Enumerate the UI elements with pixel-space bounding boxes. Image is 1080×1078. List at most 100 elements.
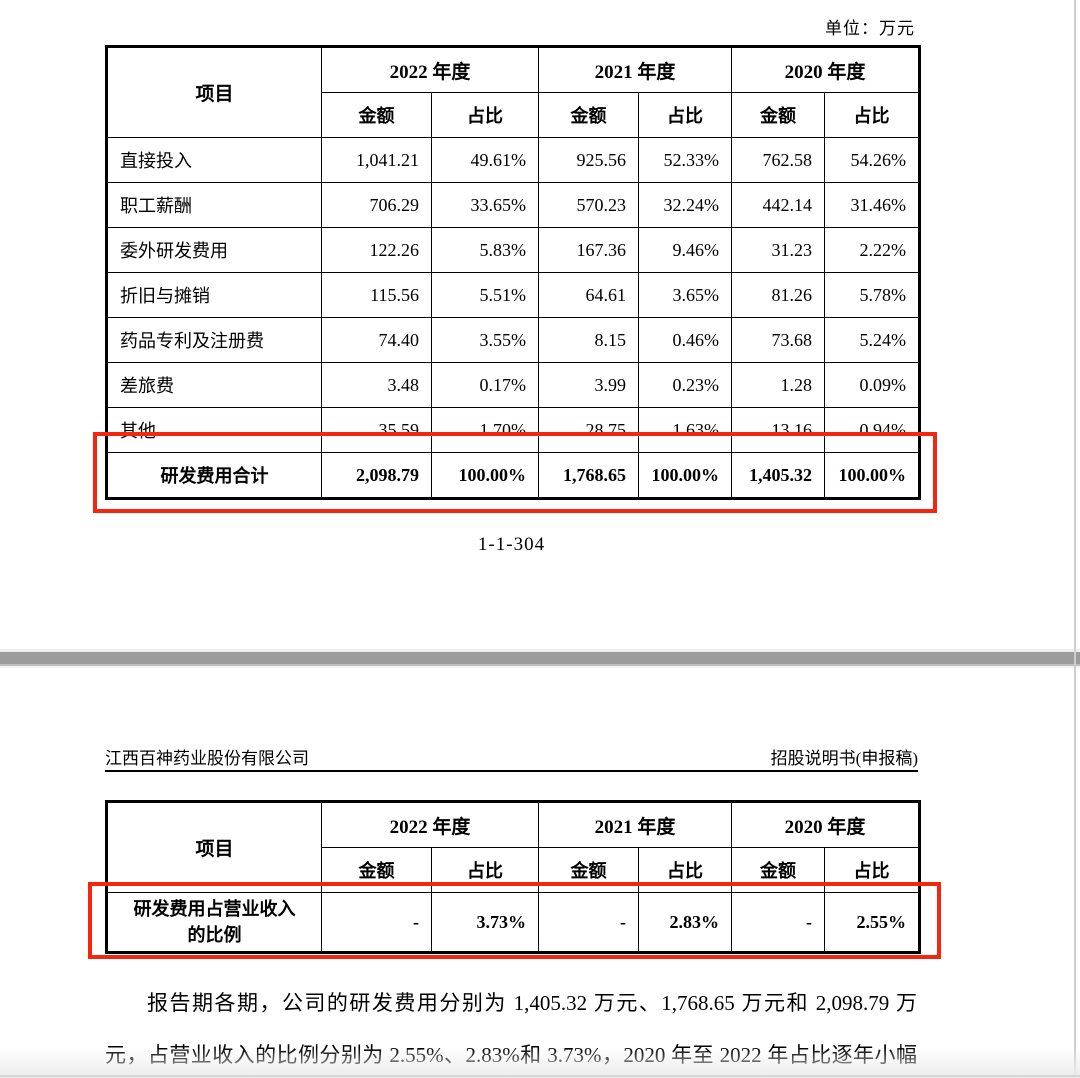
table-row: 其他 35.59 1.70% 28.75 1.63% 13.16 0.94% (106, 407, 921, 453)
table-row: 委外研发费用 122.26 5.83% 167.36 9.46% 31.23 2… (106, 227, 921, 273)
column-header-ratio: 占比 (824, 92, 921, 138)
row-label-line2: 的比例 (187, 925, 242, 945)
cell-value: 1.70% (430, 407, 540, 453)
row-label: 研发费用占营业收入 的比例 (106, 892, 322, 953)
table-row: 药品专利及注册费 74.40 3.55% 8.15 0.46% 73.68 5.… (106, 317, 921, 363)
cell-value: 2.55% (824, 892, 921, 953)
cell-value: 5.83% (430, 227, 540, 273)
cell-value: 3.55% (430, 317, 540, 363)
cell-value: 167.36 (538, 227, 640, 273)
cell-value: 81.26 (731, 272, 826, 318)
cell-value: - (321, 892, 432, 953)
unit-label: 单位：万元 (825, 19, 915, 38)
cell-value: 0.94% (824, 407, 921, 453)
table-row: 折旧与摊销 115.56 5.51% 64.61 3.65% 81.26 5.7… (106, 272, 921, 318)
red-highlight-ratio-row (88, 882, 941, 959)
column-header-amount: 金额 (538, 92, 640, 138)
cell-value: 31.23 (731, 227, 826, 273)
page-right-edge (1074, 0, 1076, 1078)
table-row: 职工薪酬 706.29 33.65% 570.23 32.24% 442.14 … (106, 182, 921, 228)
cell-value: 64.61 (538, 272, 640, 318)
cell-value: 28.75 (538, 407, 640, 453)
cell-value: 2.83% (638, 892, 733, 953)
cell-value: 122.26 (321, 227, 432, 273)
page2-running-header: 江西百神药业股份有限公司 招股说明书(申报稿) (105, 744, 918, 769)
table-row-rd-ratio: 研发费用占营业收入 的比例 - 3.73% - 2.83% - 2.55% (106, 892, 921, 953)
cell-value: 2.22% (824, 227, 921, 273)
cell-value: - (538, 892, 640, 953)
table-row: 直接投入 1,041.21 49.61% 925.56 52.33% 762.5… (106, 137, 921, 183)
cell-value: 2,098.79 (321, 452, 432, 499)
row-label: 药品专利及注册费 (106, 317, 322, 363)
row-label: 委外研发费用 (106, 227, 322, 273)
cell-value: 35.59 (321, 407, 432, 453)
cell-value: 442.14 (731, 182, 826, 228)
column-header-item: 项目 (106, 46, 322, 138)
row-label: 直接投入 (106, 137, 322, 183)
cell-value: 73.68 (731, 317, 826, 363)
cell-value: 706.29 (321, 182, 432, 228)
cell-value: 115.56 (321, 272, 432, 318)
cell-value: 33.65% (430, 182, 540, 228)
cell-value: 0.17% (430, 362, 540, 408)
cell-value: 3.65% (638, 272, 733, 318)
cell-value: 52.33% (638, 137, 733, 183)
document-title: 招股说明书(申报稿) (770, 749, 918, 768)
row-label: 职工薪酬 (106, 182, 322, 228)
page-number: 1-1-304 (477, 534, 546, 555)
column-header-amount: 金额 (321, 92, 432, 138)
cell-value: 0.23% (638, 362, 733, 408)
rd-ratio-table: 项目 2022 年度 2021 年度 2020 年度 金额 占比 金额 占比 金… (105, 800, 922, 954)
cell-value: 8.15 (538, 317, 640, 363)
cell-value: 3.48 (321, 362, 432, 408)
column-header-amount: 金额 (731, 92, 826, 138)
cell-value: 0.09% (824, 362, 921, 408)
cell-value: 0.46% (638, 317, 733, 363)
cell-value: 1,405.32 (731, 452, 826, 499)
cell-value: - (731, 892, 826, 953)
red-highlight-total-row (93, 432, 937, 513)
row-label: 差旅费 (106, 362, 322, 408)
cell-value: 5.24% (824, 317, 921, 363)
cell-value: 9.46% (638, 227, 733, 273)
table-header-year-row: 项目 2022 年度 2021 年度 2020 年度 (106, 801, 921, 893)
cell-value: 5.51% (430, 272, 540, 318)
table-total-row: 研发费用合计 2,098.79 100.00% 1,768.65 100.00%… (106, 452, 921, 499)
column-header-2021: 2021 年度 (538, 46, 733, 93)
cell-value: 31.46% (824, 182, 921, 228)
total-row-label: 研发费用合计 (106, 452, 322, 499)
column-header-2022: 2022 年度 (320, 801, 540, 848)
cell-value: 100.00% (638, 452, 733, 499)
page-separator-bar (0, 649, 1080, 668)
column-header-2020: 2020 年度 (731, 801, 921, 848)
cell-value: 3.73% (430, 892, 540, 953)
cell-value: 32.24% (638, 182, 733, 228)
column-header-2022: 2022 年度 (320, 46, 540, 93)
column-header-item: 项目 (106, 801, 322, 893)
cell-value: 100.00% (824, 452, 921, 499)
column-header-ratio: 占比 (638, 92, 733, 138)
column-header-2020: 2020 年度 (731, 46, 921, 93)
cell-value: 49.61% (430, 137, 540, 183)
table-header-sub-row: 金额 占比 金额 占比 金额 占比 (107, 92, 921, 138)
company-name: 江西百神药业股份有限公司 (105, 749, 309, 768)
body-paragraph: 报告期各期，公司的研发费用分别为 1,405.32 万元、1,768.65 万元… (105, 991, 917, 1067)
cell-value: 54.26% (824, 137, 921, 183)
cell-value: 1.28 (731, 362, 826, 408)
table-header-year-row: 项目 2022 年度 2021 年度 2020 年度 (106, 46, 921, 138)
column-header-ratio: 占比 (430, 92, 540, 138)
cell-value: 100.00% (430, 452, 540, 499)
rd-expense-table: 项目 2022 年度 2021 年度 2020 年度 金额 占比 金额 占比 金… (105, 45, 922, 500)
cell-value: 1,768.65 (538, 452, 640, 499)
cell-value: 925.56 (538, 137, 640, 183)
header-rule (105, 770, 918, 772)
cell-value: 1,041.21 (321, 137, 432, 183)
cell-value: 74.40 (321, 317, 432, 363)
column-header-2021: 2021 年度 (538, 801, 733, 848)
row-label-line1: 研发费用占营业收入 (133, 898, 296, 919)
cell-value: 762.58 (731, 137, 826, 183)
row-label: 折旧与摊销 (106, 272, 322, 318)
cell-value: 5.78% (824, 272, 921, 318)
cell-value: 3.99 (538, 362, 640, 408)
